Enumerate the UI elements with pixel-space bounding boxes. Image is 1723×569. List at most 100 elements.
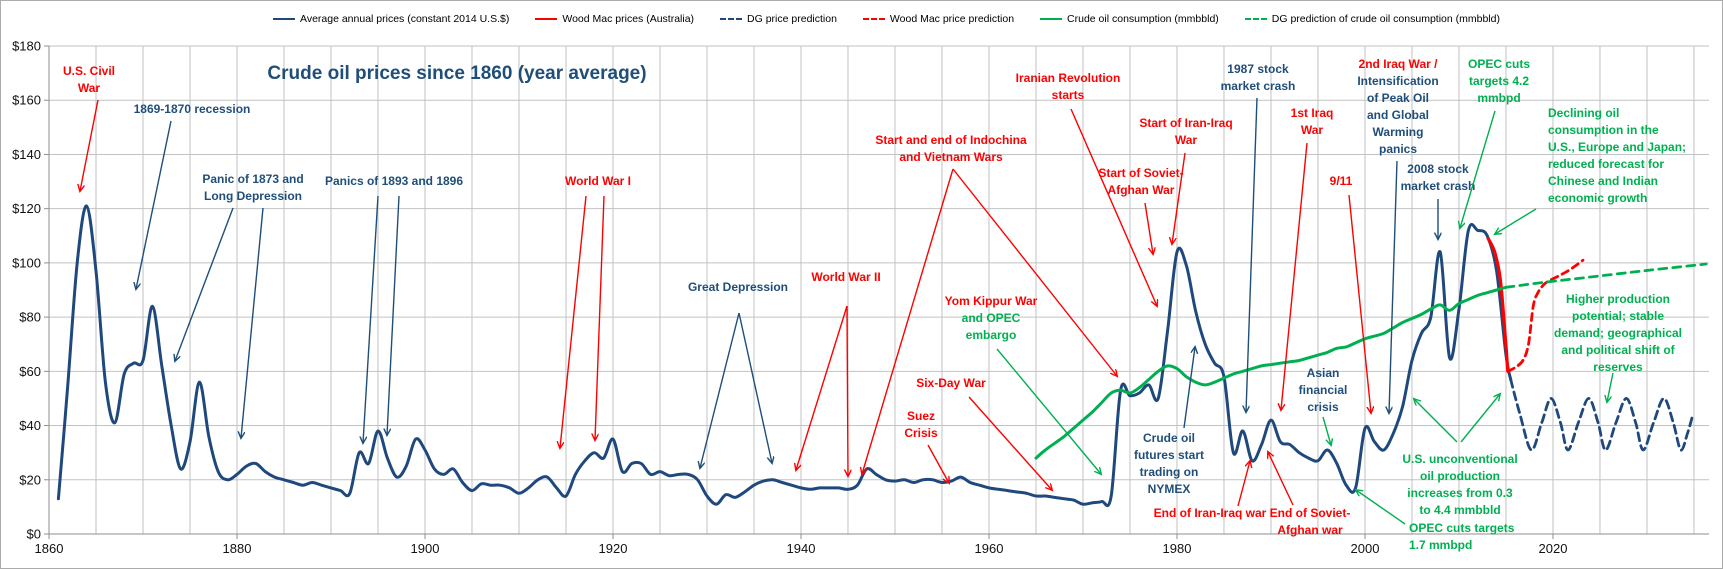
annotation-arrow-panic-of-1873 — [175, 207, 234, 361]
y-tick-label-usd-40: $40 — [19, 418, 41, 433]
annotation-arrow-us-civil-war — [80, 99, 99, 191]
annotation-soviet-afghan-war-start: Start of Soviet-Afghan War — [1098, 166, 1183, 197]
annotation-indochina-vietnam-wars: Start and end of Indochina and Vietnam Wa… — [875, 133, 1027, 164]
y-tick-label-usd-60: $60 — [19, 364, 41, 379]
annotation-arrow-indochina-vietnam-wars-2 — [952, 168, 1117, 376]
legend-item-dg-price-prediction: DG price prediction — [720, 13, 837, 25]
legend-label: Average annual prices (constant 2014 U.S… — [300, 13, 510, 25]
annotation-arrow-us-unconventional-production-2 — [1460, 394, 1500, 443]
annotation-arrow-nymex-futures — [1183, 347, 1195, 429]
series-wood-mac-price-prediction — [1506, 258, 1585, 373]
annotation-great-depression: Great Depression — [688, 280, 788, 294]
annotation-stock-crash-2008: 2008 stock market crash — [1401, 162, 1476, 193]
annotation-arrow-higher-production-potential — [1607, 372, 1614, 402]
legend-label: DG price prediction — [747, 13, 837, 25]
legend-swatch-solid-blue-line — [273, 18, 295, 20]
annotation-end-soviet-afghan-war: End of Soviet-Afghan war — [1270, 506, 1351, 537]
annotation-iraq-war-2-peak-oil-panics: 2nd Iraq War / Intensification of Peak Oil… — [1357, 57, 1438, 156]
annotation-arrow-opec-cuts-1-7 — [1356, 490, 1406, 525]
x-tick-label-1920: 1920 — [599, 541, 628, 556]
annotation-arrow-world-war-1 — [560, 195, 587, 448]
annotation-iranian-revolution: Iranian Revolution starts — [1016, 71, 1121, 102]
legend-swatch-dashed-blue-line — [720, 18, 743, 20]
annotation-arrow-world-war-2-2 — [847, 305, 848, 476]
annotation-arrow-asian-financial-crisis — [1322, 416, 1331, 445]
y-tick-label-usd-0: $0 — [27, 527, 41, 542]
legend-label: Crude oil consumption (mmbbld) — [1067, 13, 1219, 25]
x-tick-label-2020: 2020 — [1539, 541, 1568, 556]
y-tick-label-usd-180: $180 — [12, 39, 41, 54]
annotation-arrow-nine-eleven — [1348, 194, 1371, 413]
y-tick-label-usd-100: $100 — [12, 255, 41, 270]
legend-item-average-annual-prices-constant-2014-u-s: Average annual prices (constant 2014 U.S… — [273, 13, 509, 25]
annotation-arrow-yom-kippur-opec-embargo — [996, 348, 1101, 474]
annotations: U.S. Civil War 1869-1870 recession Panic of… — [63, 57, 1686, 552]
annotation-panic-of-1873: Panic of 1873 and Long Depression — [202, 172, 303, 203]
y-tick-label-usd-80: $80 — [19, 310, 41, 325]
annotation-panics-1893-1896: Panics of 1893 and 1896 — [325, 174, 463, 188]
axes: 1860 1880 1900 1920 1940 1960 1980 2000 2020 $0 $2… — [12, 39, 1709, 556]
legend-item-dg-prediction-of-crude-oil-consumption-mmbbld: DG prediction of crude oil consumption (… — [1244, 13, 1500, 25]
annotation-arrow-stock-crash-1987 — [1246, 97, 1258, 412]
annotation-nine-eleven: 9/11 — [1330, 174, 1353, 188]
series-crude-oil-consumption-mmbbld — [1034, 285, 1508, 460]
annotation-arrow-end-iran-iraq-war — [1237, 461, 1250, 507]
annotation-arrow-declining-oil-consumption — [1495, 208, 1537, 234]
annotation-arrow-great-depression-2 — [738, 312, 772, 463]
series-dg-prediction-of-crude-oil-consumption-mmbbld — [1504, 262, 1708, 289]
annotation-arrow-panics-1893-1896 — [363, 195, 379, 443]
annotation-arrow-iraq-war-1 — [1281, 142, 1308, 410]
series-dg-price-prediction — [1509, 378, 1694, 452]
series-average-annual-prices-constant-2014-u-s — [56, 204, 1513, 508]
annotation-arrow-iranian-revolution — [1070, 108, 1157, 306]
legend-label: Wood Mac price prediction — [889, 13, 1015, 25]
annotation-arrow-end-soviet-afghan-war — [1268, 452, 1294, 506]
legend-swatch-solid-green-line — [1040, 18, 1063, 20]
annotation-arrow-recession-1869-1870 — [136, 120, 172, 289]
annotation-arrow-panics-1893-1896-2 — [387, 195, 400, 435]
annotation-declining-oil-consumption: Declining oil consumption in the U.S., Eur… — [1548, 106, 1686, 205]
annotation-arrow-iraq-war-2-peak-oil-panics — [1389, 160, 1398, 413]
annotation-arrow-panic-of-1873-2 — [241, 207, 264, 438]
chart-legend: Average annual prices (constant 2014 U.S… — [273, 13, 1500, 25]
annotation-arrow-opec-cuts-4-2 — [1460, 110, 1496, 228]
annotation-higher-production-potential: Higher production potential; stable demand… — [1554, 292, 1682, 374]
chart-title: Crude oil prices since 1860 (year averag… — [267, 63, 646, 84]
annotation-arrow-six-day-war — [968, 396, 1052, 490]
y-tick-label-usd-120: $120 — [12, 201, 41, 216]
annotation-arrow-iran-iraq-war-start — [1172, 152, 1186, 244]
x-tick-label-1860: 1860 — [35, 541, 64, 556]
legend-item-wood-mac-price-prediction: Wood Mac price prediction — [862, 13, 1015, 25]
annotation-us-unconventional-production: U.S. unconventional oil production increas… — [1402, 452, 1517, 517]
legend-label: DG prediction of crude oil consumption (… — [1271, 13, 1500, 25]
annotation-six-day-war: Six-Day War — [916, 376, 986, 390]
annotation-yom-kippur-opec-embargo: Yom Kippur War and OPEC embargo — [945, 294, 1038, 342]
legend-item-wood-mac-prices-australia: Wood Mac prices (Australia) — [535, 13, 694, 25]
legend-swatch-dashed-green-line — [1244, 18, 1267, 20]
annotation-us-civil-war: U.S. Civil War — [63, 64, 115, 95]
annotation-asian-financial-crisis: Asian financial crisis — [1299, 366, 1348, 414]
annotation-iran-iraq-war-start: Start of Iran-Iraq War — [1139, 116, 1232, 147]
y-tick-label-usd-140: $140 — [12, 147, 41, 162]
annotation-iraq-war-1: 1st Iraq War — [1291, 106, 1334, 137]
y-tick-label-usd-160: $160 — [12, 93, 41, 108]
annotation-arrow-soviet-afghan-war-start — [1144, 202, 1153, 254]
legend-item-crude-oil-consumption-mmbbld: Crude oil consumption (mmbbld) — [1040, 13, 1219, 25]
series-lines — [56, 204, 1708, 508]
x-tick-label-1960: 1960 — [975, 541, 1004, 556]
annotation-arrow-us-unconventional-production — [1414, 399, 1458, 443]
y-tick-label-usd-20: $20 — [19, 472, 41, 487]
annotation-arrow-world-war-1-2 — [595, 195, 605, 440]
annotation-opec-cuts-1-7: OPEC cuts targets 1.7 mmbpd — [1409, 521, 1515, 552]
annotation-nymex-futures: Crude oil futures start trading on NYMEX — [1134, 431, 1204, 496]
x-tick-label-1980: 1980 — [1163, 541, 1192, 556]
annotation-world-war-1: World War I — [565, 174, 631, 188]
annotation-arrow-world-war-2 — [796, 305, 848, 470]
annotation-suez-crisis: Suez Crisis — [904, 409, 938, 440]
annotation-world-war-2: World War II — [811, 270, 880, 284]
series-wood-mac-prices-australia — [1486, 236, 1510, 373]
x-tick-label-1880: 1880 — [223, 541, 252, 556]
annotation-stock-crash-1987: 1987 stock market crash — [1221, 62, 1296, 93]
annotation-arrow-indochina-vietnam-wars — [862, 168, 954, 474]
